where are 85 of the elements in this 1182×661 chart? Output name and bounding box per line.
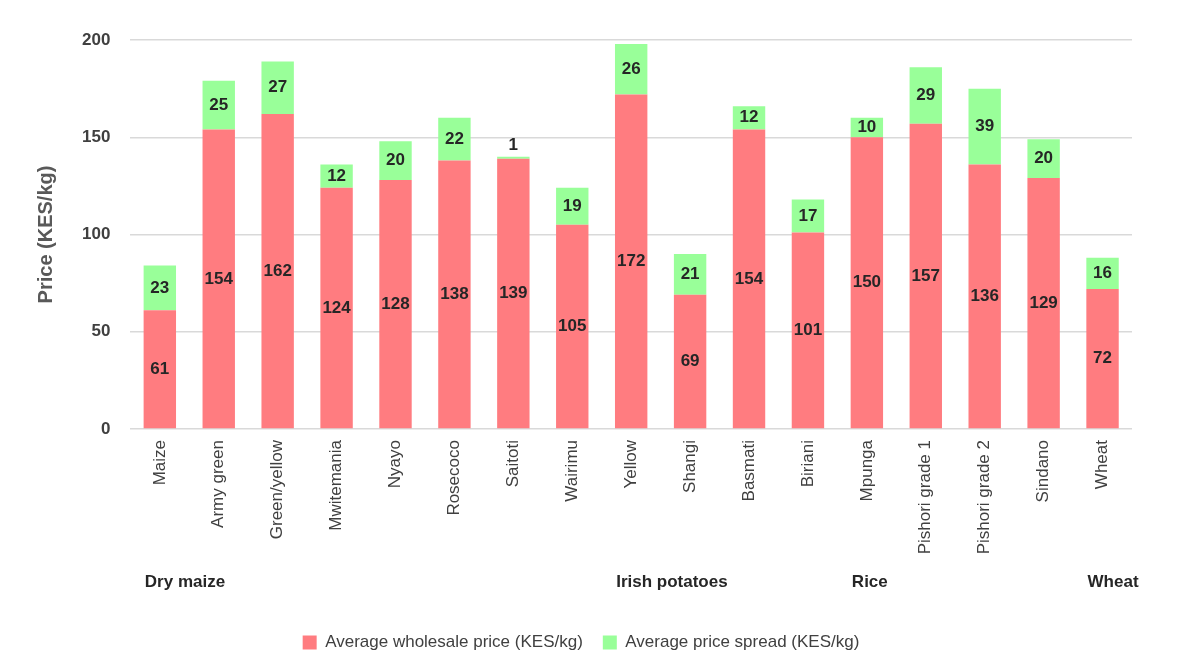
data-label: 29 <box>916 85 936 105</box>
data-label: 12 <box>327 165 347 185</box>
data-label: 157 <box>911 265 940 285</box>
data-label: 154 <box>734 268 764 288</box>
text: Wheat <box>1087 571 1139 591</box>
data-label: 154 <box>204 268 234 288</box>
x-tick-label: Mwitemania <box>326 439 346 531</box>
x-tick-label: Biriani <box>797 440 817 488</box>
x-tick-label: Rosecoco <box>444 440 464 516</box>
x-tick-label: Maize <box>149 440 169 486</box>
data-label: 150 <box>852 272 882 292</box>
bar <box>968 88 1001 165</box>
data-label: 23 <box>150 277 170 297</box>
y-tick-label: 50 <box>91 321 111 341</box>
bar <box>438 117 471 161</box>
bar <box>614 94 648 429</box>
bar <box>261 61 294 114</box>
bar <box>202 129 235 429</box>
bar <box>556 224 589 429</box>
text: Rice <box>851 571 888 591</box>
data-label: 22 <box>444 128 464 148</box>
data-label: 21 <box>680 264 700 284</box>
data-label: 105 <box>558 316 587 336</box>
data-label: 20 <box>1034 148 1054 168</box>
data-label: 25 <box>209 94 229 114</box>
x-tick-label: Yellow <box>620 439 640 489</box>
data-label: 136 <box>970 286 999 306</box>
data-label: 72 <box>1093 348 1112 368</box>
y-tick-label: 100 <box>81 224 111 244</box>
data-label: 101 <box>793 320 823 340</box>
x-tick-label: Wheat <box>1092 439 1112 490</box>
bar <box>143 310 177 429</box>
bar <box>850 137 884 429</box>
bar <box>497 158 530 429</box>
x-tick-label: Pishori grade 1 <box>915 440 935 555</box>
data-label: 26 <box>621 58 641 78</box>
text: Dry maize <box>144 571 226 591</box>
data-label: 139 <box>499 283 528 303</box>
x-tick-label: Sindano <box>1033 440 1053 503</box>
data-label: 19 <box>562 195 582 215</box>
data-label: 10 <box>857 117 877 137</box>
bar <box>968 164 1001 429</box>
x-tick-label: Pishori grade 2 <box>974 440 994 555</box>
legend-label: Average wholesale price (KES/kg) <box>325 632 583 652</box>
y-tick-label: 200 <box>81 29 111 49</box>
x-tick-label: Wairimu <box>561 440 581 502</box>
x-tick-label: Basmati <box>738 440 758 502</box>
data-label: 128 <box>381 293 410 313</box>
x-tick-label: Mpunga <box>856 439 876 502</box>
bar <box>791 199 825 233</box>
x-tick-label: Shangi <box>679 440 699 493</box>
data-label: 39 <box>975 116 995 136</box>
y-tick-label: 150 <box>81 126 111 146</box>
data-label: 17 <box>798 205 818 225</box>
bar <box>791 232 825 429</box>
bar <box>909 123 942 429</box>
data-label: 172 <box>616 251 646 271</box>
bar <box>673 294 707 429</box>
x-tick-label: Army green <box>208 440 228 528</box>
data-label: 27 <box>268 77 288 97</box>
x-tick-label: Saitoti <box>503 440 523 488</box>
bar <box>320 187 353 429</box>
bar <box>1086 288 1119 429</box>
data-label: 16 <box>1093 263 1112 283</box>
data-label: 162 <box>263 260 292 280</box>
y-axis-title: Price (KES/kg) <box>33 165 56 304</box>
bar <box>1027 178 1060 429</box>
x-tick-label: Nyayo <box>385 440 405 489</box>
data-label: 69 <box>680 351 700 371</box>
text: Irish potatoes <box>616 571 728 591</box>
data-label: 20 <box>386 150 405 170</box>
data-label: 138 <box>440 284 469 304</box>
data-label: 1 <box>508 135 519 155</box>
legend-label: Average price spread (KES/kg) <box>625 632 860 652</box>
y-tick-label: 0 <box>100 418 111 438</box>
bar <box>261 113 294 429</box>
data-label: 12 <box>739 107 759 127</box>
bar <box>379 180 412 429</box>
data-label: 129 <box>1029 292 1058 312</box>
x-tick-label: Green/yellow <box>267 439 287 540</box>
data-label: 124 <box>322 297 352 317</box>
bar <box>438 160 471 429</box>
data-label: 61 <box>150 358 170 378</box>
bar <box>732 129 766 429</box>
bar <box>909 67 942 124</box>
